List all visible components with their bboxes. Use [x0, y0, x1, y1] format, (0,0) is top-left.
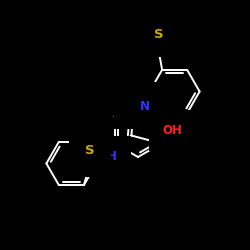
Text: OH: OH — [163, 124, 182, 137]
Text: NH: NH — [98, 150, 117, 163]
Text: S: S — [154, 28, 164, 41]
Text: N: N — [140, 100, 149, 113]
Text: O: O — [128, 102, 138, 115]
Text: N: N — [133, 96, 143, 110]
Text: S: S — [85, 144, 95, 157]
